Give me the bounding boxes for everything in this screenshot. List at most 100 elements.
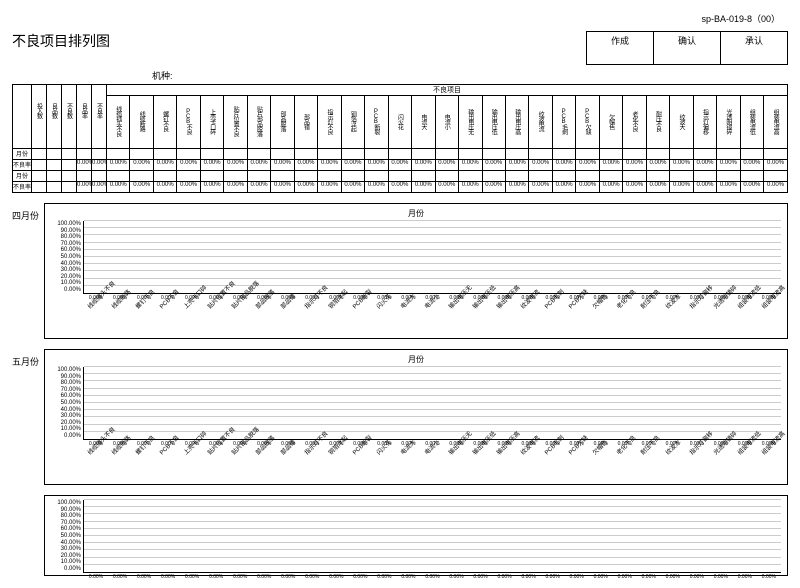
defect-col-header: 输出电压高 (505, 96, 528, 149)
table-cell: 0.00% (294, 160, 317, 171)
table-cell (92, 171, 107, 182)
sig-box-approve: 承认 (720, 31, 788, 65)
defect-col-header: 螺钉不良 (153, 96, 176, 149)
plot-area: 0.00%0.00%0.00%0.00%0.00%0.00%0.00%0.00%… (83, 367, 781, 440)
table-cell (717, 149, 740, 160)
defect-table: 投入数良品数不良数良品率不良率不良项目线缆插头不良线缆断路螺钉不良PCB不良上壳… (12, 84, 788, 193)
col-header: 不良率 (92, 85, 107, 149)
chart-title: 月份 (51, 354, 781, 365)
table-cell (717, 171, 740, 182)
table-cell (646, 149, 669, 160)
chart-block: 100.00%90.00%80.00%70.00%60.00%50.00%40.… (12, 495, 788, 576)
defect-col-header: 铜箔浮起 (341, 96, 364, 149)
table-cell: 0.00% (92, 160, 107, 171)
table-cell (130, 149, 153, 160)
table-cell: 0.00% (505, 182, 528, 193)
table-cell: 0.00% (717, 160, 740, 171)
table-cell (62, 149, 77, 160)
chart-month-label: 五月份 (12, 349, 44, 485)
x-axis: 线缆插头不良线缆断路螺钉不良PCB不良上壳卡口碎贴片位置不良贴片部品脱落部品脱落… (83, 304, 781, 336)
table-cell (365, 171, 388, 182)
table-cell (552, 149, 575, 160)
defect-col-header: 部品脱落 (271, 96, 294, 149)
table-cell: 0.00% (77, 160, 92, 171)
table-cell (412, 149, 435, 160)
table-cell: 0.00% (599, 182, 622, 193)
table-cell: 0.00% (365, 160, 388, 171)
y-axis: 100.00%90.00%80.00%70.00%60.00%50.00%40.… (51, 221, 81, 293)
table-cell (294, 149, 317, 160)
defect-col-header: PCB不良 (177, 96, 200, 149)
chart-title: 月份 (51, 208, 781, 219)
table-cell: 0.00% (693, 182, 716, 193)
table-cell: 0.00% (177, 182, 200, 193)
table-cell (764, 149, 788, 160)
table-cell (482, 149, 505, 160)
doc-code: sp-BA-019-8（00） (701, 12, 780, 25)
table-cell (294, 171, 317, 182)
bar-chart: 月份100.00%90.00%80.00%70.00%60.00%50.00%4… (44, 349, 788, 485)
table-cell (130, 171, 153, 182)
table-cell: 0.00% (247, 160, 270, 171)
defect-col-header: 电流小 (435, 96, 458, 149)
table-cell: 0.00% (271, 182, 294, 193)
table-cell (177, 149, 200, 160)
defect-col-header: 电流大 (412, 96, 435, 149)
table-cell (47, 149, 62, 160)
table-cell (764, 171, 788, 182)
plot-area: 0.00%0.00%0.00%0.00%0.00%0.00%0.00%0.00%… (83, 500, 781, 573)
defect-col-header: 耐压不良 (646, 96, 669, 149)
table-cell: 0.00% (341, 182, 364, 193)
defect-col-header: 光透明镜碎 (717, 96, 740, 149)
table-cell (646, 171, 669, 182)
table-cell (576, 149, 599, 160)
col-header: 良品率 (77, 85, 92, 149)
table-cell (599, 171, 622, 182)
table-cell (107, 149, 130, 160)
table-cell: 0.00% (318, 160, 341, 171)
table-cell: 0.00% (388, 160, 411, 171)
table-cell (459, 149, 482, 160)
sig-box-confirm: 确认 (653, 31, 721, 65)
defect-col-header: 线缆插头不良 (107, 96, 130, 149)
defect-col-header: 欠帽色 (599, 96, 622, 149)
row-label: 月份 (13, 171, 32, 182)
table-cell (177, 171, 200, 182)
plot-area: 0.00%0.00%0.00%0.00%0.00%0.00%0.00%0.00%… (83, 221, 781, 294)
table-cell (47, 171, 62, 182)
defect-col-header: 指示灯不良 (318, 96, 341, 149)
table-cell (740, 171, 763, 182)
table-cell: 0.00% (271, 160, 294, 171)
bar-chart: 月份 100.00%90.00%80.00%70.00%60.00%50.00%4… (44, 203, 788, 339)
defect-col-header: 贴片位置不良 (224, 96, 247, 149)
table-cell: 0.00% (459, 182, 482, 193)
table-cell (153, 171, 176, 182)
table-cell: 0.00% (224, 182, 247, 193)
defect-col-header: 组装电流高 (764, 96, 788, 149)
table-cell (32, 149, 47, 160)
table-cell (32, 182, 47, 193)
table-cell (576, 171, 599, 182)
bar-chart: 100.00%90.00%80.00%70.00%60.00%50.00%40.… (44, 495, 788, 576)
chart-block: 四月份月份100.00%90.00%80.00%70.00%60.00%50.0… (12, 203, 788, 339)
table-cell (341, 171, 364, 182)
table-cell (740, 149, 763, 160)
table-cell: 0.00% (341, 160, 364, 171)
table-cell: 0.00% (388, 182, 411, 193)
table-cell: 0.00% (412, 160, 435, 171)
defect-col-header: PCB断裂 (365, 96, 388, 149)
table-cell (623, 149, 646, 160)
x-axis: 线缆插头不良线缆断路螺钉不良PCB不良上壳卡口碎贴片位置不良贴片部品脱落部品脱落… (83, 450, 781, 482)
table-cell (552, 171, 575, 182)
table-cell: 0.00% (294, 182, 317, 193)
defect-col-header: 老化不良 (623, 96, 646, 149)
table-cell: 0.00% (482, 182, 505, 193)
table-cell: 0.00% (529, 182, 552, 193)
table-cell: 0.00% (646, 182, 669, 193)
table-cell: 0.00% (740, 160, 763, 171)
table-cell: 0.00% (552, 160, 575, 171)
table-cell: 0.00% (435, 182, 458, 193)
row-label: 不良率 (13, 182, 32, 193)
table-cell: 0.00% (576, 160, 599, 171)
y-axis: 100.00%90.00%80.00%70.00%60.00%50.00%40.… (51, 500, 81, 572)
